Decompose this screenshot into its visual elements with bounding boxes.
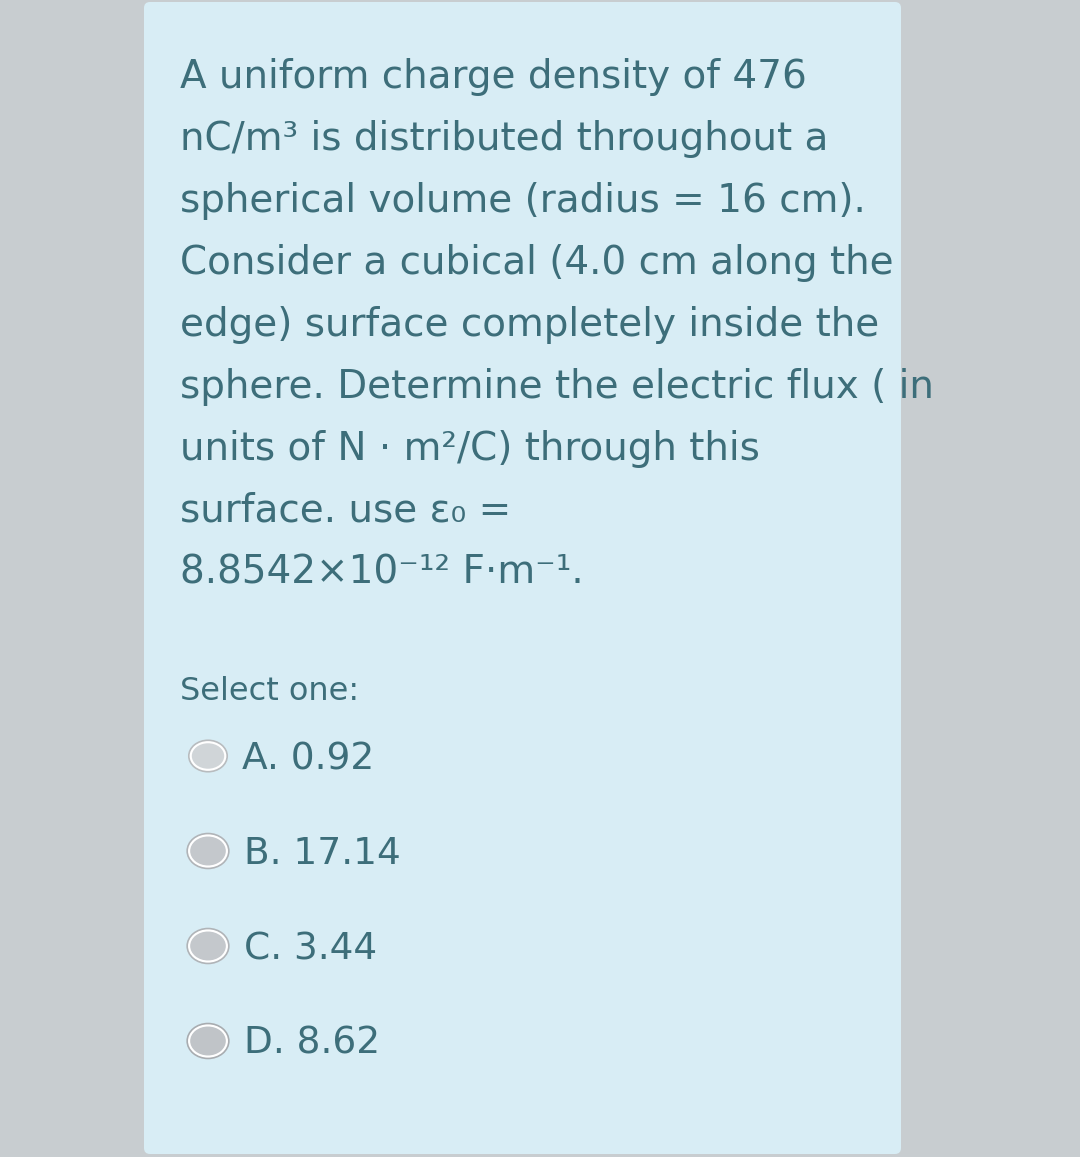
Ellipse shape <box>190 931 226 960</box>
Text: B. 17.14: B. 17.14 <box>244 837 401 872</box>
Text: edge) surface completely inside the: edge) surface completely inside the <box>180 305 879 344</box>
Text: D. 8.62: D. 8.62 <box>244 1026 380 1062</box>
Ellipse shape <box>187 833 229 869</box>
Ellipse shape <box>189 740 227 772</box>
Text: A uniform charge density of 476: A uniform charge density of 476 <box>180 58 807 96</box>
Text: nC/m³ is distributed throughout a: nC/m³ is distributed throughout a <box>180 120 828 159</box>
Text: spherical volume (radius = 16 cm).: spherical volume (radius = 16 cm). <box>180 182 866 220</box>
Text: 8.8542×10⁻¹² F·m⁻¹.: 8.8542×10⁻¹² F·m⁻¹. <box>180 554 584 592</box>
Text: Consider a cubical (4.0 cm along the: Consider a cubical (4.0 cm along the <box>180 244 893 282</box>
Ellipse shape <box>192 743 225 768</box>
Text: surface. use ε₀ =: surface. use ε₀ = <box>180 492 511 530</box>
Ellipse shape <box>190 837 226 865</box>
Ellipse shape <box>187 1024 229 1059</box>
FancyBboxPatch shape <box>144 2 901 1154</box>
Ellipse shape <box>187 929 229 964</box>
Text: A. 0.92: A. 0.92 <box>242 740 375 778</box>
Text: C. 3.44: C. 3.44 <box>244 931 377 967</box>
Text: units of N · m²/C) through this: units of N · m²/C) through this <box>180 430 760 467</box>
Ellipse shape <box>190 1026 226 1055</box>
Text: Select one:: Select one: <box>180 676 360 707</box>
Text: sphere. Determine the electric flux ( in: sphere. Determine the electric flux ( in <box>180 368 934 406</box>
